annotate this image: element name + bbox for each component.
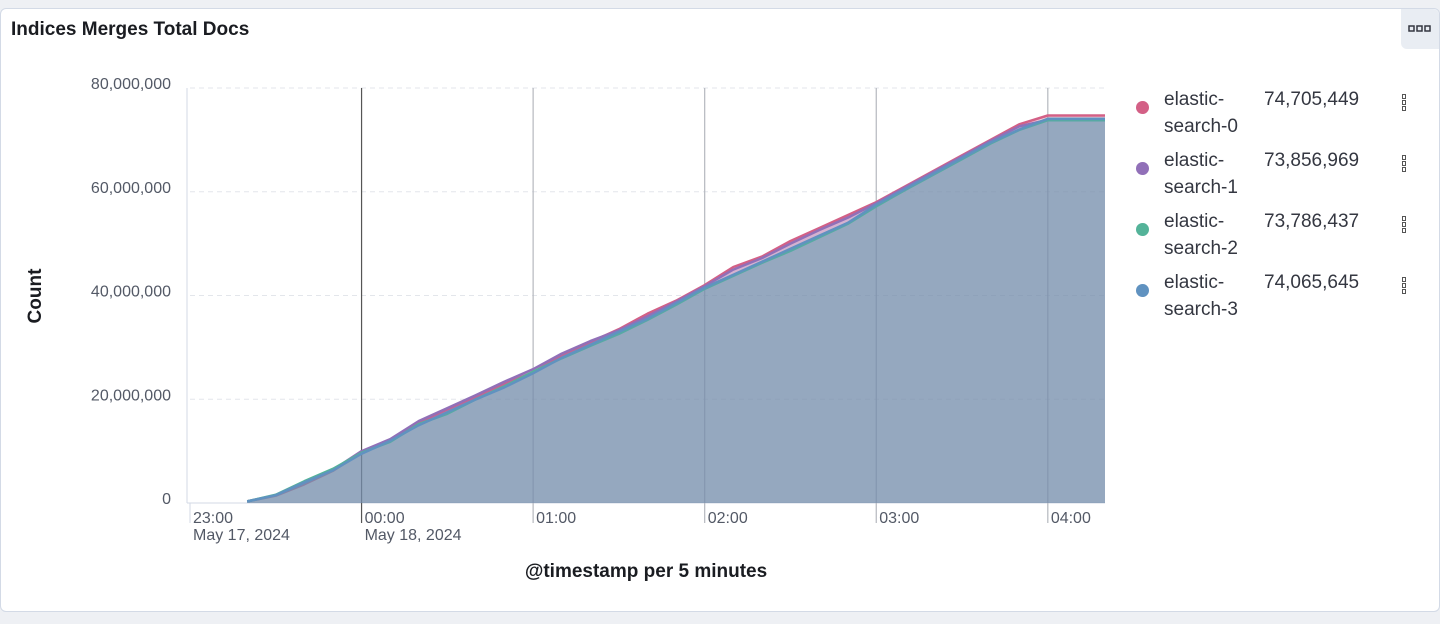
x-tick-label: 01:00: [536, 510, 576, 527]
legend-menu[interactable]: [1402, 216, 1406, 234]
x-tick-date: May 17, 2024: [193, 527, 290, 544]
menu-icon: [1408, 25, 1431, 32]
legend-menu[interactable]: [1402, 155, 1406, 173]
y-tick-label: 20,000,000: [91, 387, 171, 404]
legend-name: elastic-search-1: [1164, 150, 1238, 198]
legend-value: 74,705,449: [1264, 89, 1360, 110]
legend-menu[interactable]: [1402, 94, 1406, 112]
x-tick-date: May 18, 2024: [365, 527, 462, 544]
legend-name: elastic-search-3: [1164, 272, 1238, 320]
panel-title: Indices Merges Total Docs: [11, 19, 250, 40]
legend-swatch: [1136, 101, 1149, 114]
legend-item: elastic-search-0 74,705,449: [1136, 89, 1426, 150]
y-tick-label: 40,000,000: [91, 284, 171, 301]
series-line: [246, 117, 1105, 503]
legend-swatch: [1136, 223, 1149, 236]
x-tick-label: 02:00: [708, 510, 748, 527]
legend-value: 73,856,969: [1264, 150, 1360, 171]
legend-item: elastic-search-3 74,065,645: [1136, 272, 1426, 333]
legend-swatch: [1136, 162, 1149, 175]
y-tick-label: 0: [162, 491, 171, 508]
legend-name: elastic-search-2: [1164, 211, 1238, 259]
legend-value: 74,065,645: [1264, 272, 1360, 293]
legend-item: elastic-search-1 73,856,969: [1136, 150, 1426, 211]
legend-item: elastic-search-2 73,786,437: [1136, 211, 1426, 272]
x-tick-label: 03:00: [879, 510, 919, 527]
x-tick-label: 04:00: [1051, 510, 1091, 527]
legend-name: elastic-search-0: [1164, 89, 1238, 137]
y-axis-label: Count: [25, 268, 46, 324]
series-line: [246, 118, 1105, 503]
y-tick-label: 80,000,000: [91, 76, 171, 93]
legend-menu[interactable]: [1402, 277, 1406, 295]
y-tick-label: 60,000,000: [91, 180, 171, 197]
x-tick-label: 00:00: [365, 510, 405, 527]
panel: Indices Merges Total Docs: [0, 8, 1440, 612]
x-tick-label: 23:00: [193, 510, 233, 527]
legend-value: 73,786,437: [1264, 211, 1360, 232]
x-axis-label: @timestamp per 5 minutes: [525, 561, 767, 582]
panel-menu[interactable]: [1401, 9, 1439, 49]
legend-swatch: [1136, 284, 1149, 297]
